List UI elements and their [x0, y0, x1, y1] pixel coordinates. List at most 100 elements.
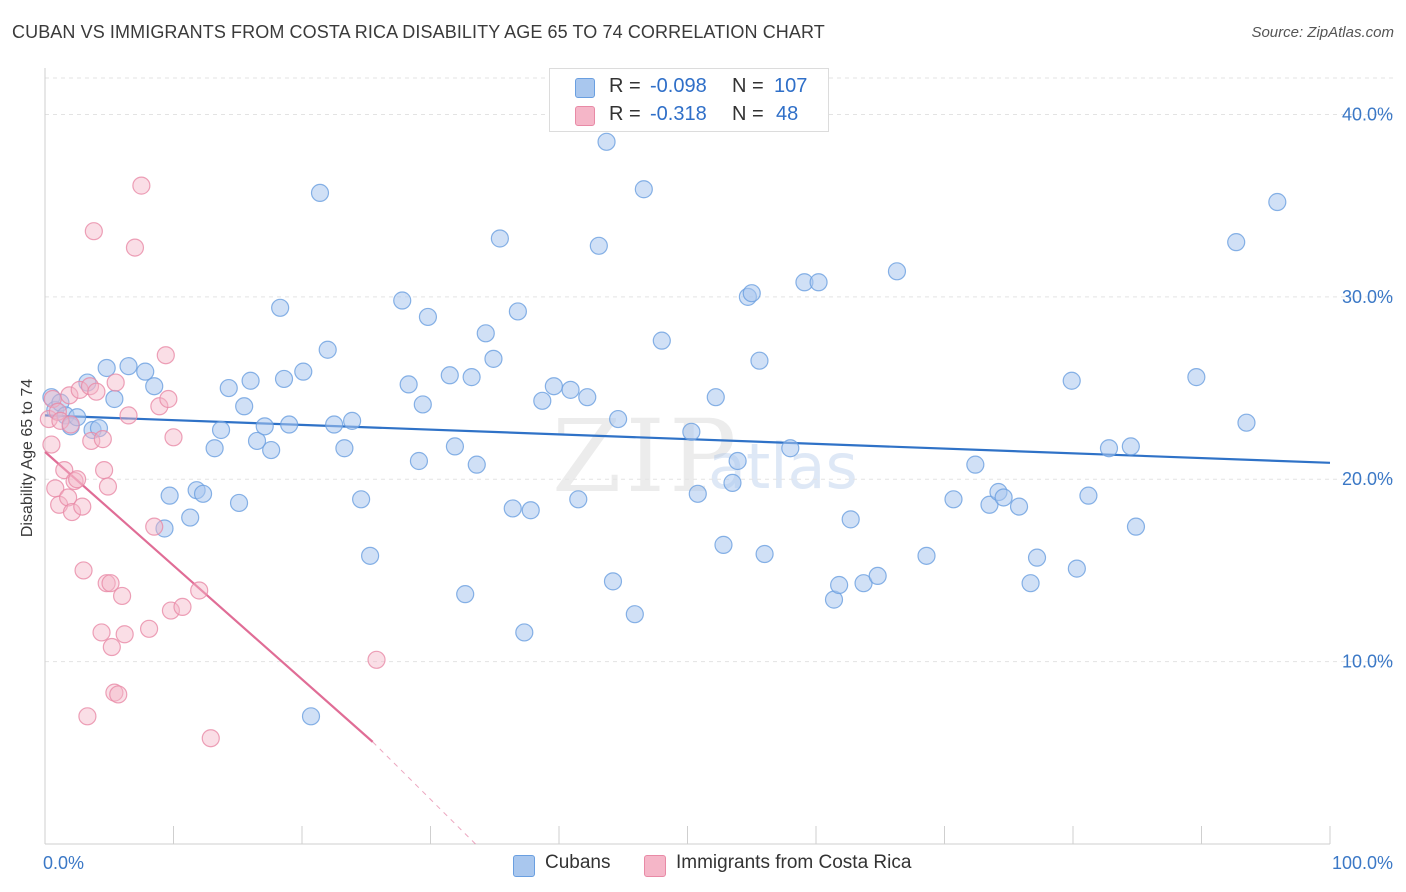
cuban-point [335, 439, 354, 458]
cuban-point [271, 298, 290, 317]
grid-layer [45, 77, 1393, 663]
cuban-point [515, 623, 534, 642]
cuban-point [409, 451, 429, 471]
chart-title: CUBAN VS IMMIGRANTS FROM COSTA RICA DISA… [12, 22, 825, 42]
costa-rica-point [62, 502, 82, 522]
cuban-point [688, 484, 707, 503]
x-tick-label-right: 100.0% [1332, 853, 1393, 873]
source-label: Source: ZipAtlas.com [1251, 24, 1394, 41]
cuban-point [274, 369, 294, 389]
costa-rica-point [78, 707, 97, 726]
cuban-point [241, 371, 260, 390]
tick-label-layer: 10.0% 20.0% 30.0% 40.0% 0.0% 100.0% [43, 104, 1393, 873]
cuban-point [944, 490, 963, 509]
cuban-point [652, 331, 671, 350]
cuban-point [589, 236, 608, 255]
cuban-point [310, 183, 330, 202]
cuban-point [723, 473, 742, 492]
cuban-point [136, 362, 155, 381]
cuban-point [714, 535, 733, 554]
costa-rica-point [367, 650, 386, 669]
legend-r-value: -0.098 [650, 75, 707, 97]
cuban-point [966, 455, 985, 474]
cuban-point [868, 566, 887, 586]
cuban-point [625, 605, 644, 624]
legend-r-value: -0.318 [650, 103, 707, 125]
cuban-point [809, 273, 828, 292]
costa-rica-point [73, 497, 92, 516]
costa-rica-point [190, 581, 209, 600]
legend-swatch-costa-rica [575, 106, 595, 126]
stats-legend: R = -0.098 N = 107 R = -0.318 N = 48 [549, 68, 829, 132]
cuban-point [193, 484, 213, 503]
cuban-point [830, 575, 849, 595]
cuban-point [841, 510, 860, 529]
legend-n-label: N = [732, 75, 764, 97]
costa-rica-point [112, 586, 132, 606]
cuban-point [105, 389, 124, 409]
costa-rica-point [101, 574, 120, 593]
cuban-point [750, 351, 769, 370]
cuban-point [682, 422, 701, 441]
cuban-point [235, 397, 254, 416]
cuban-point [503, 499, 522, 518]
bottom-legend-costa-rica: Immigrants from Costa Rica [644, 850, 944, 878]
cuban-point [597, 132, 616, 151]
costa-rica-point [92, 623, 111, 642]
cuban-point [521, 501, 540, 520]
cuban-point [561, 380, 580, 399]
costa-rica-trend-line-extension [372, 741, 476, 845]
costa-rica-point [125, 238, 145, 257]
cuban-point [119, 357, 138, 376]
legend-row-cubans: R = -0.098 N = 107 [550, 73, 828, 101]
cuban-point [393, 291, 412, 310]
cuban-point [462, 368, 481, 387]
cuban-point [181, 508, 200, 527]
cuban-point [467, 455, 486, 474]
legend-n-label: N = [732, 103, 764, 125]
costa-rica-point [173, 597, 192, 617]
cuban-point [484, 349, 503, 368]
cuban-point [255, 417, 274, 436]
cuban-point [219, 378, 238, 398]
y-tick-label: 40.0% [1342, 104, 1393, 124]
costa-rica-point [145, 517, 164, 536]
cuban-point [229, 493, 249, 513]
costa-rica-point [95, 461, 114, 480]
cuban-point [280, 415, 299, 434]
costa-rica-point [82, 431, 101, 451]
cuban-point [490, 229, 509, 248]
points-layer [39, 132, 1287, 748]
costa-rica-point [65, 471, 84, 491]
costa-rica-point [93, 430, 112, 449]
costa-rica-point [201, 729, 220, 748]
cuban-point [1062, 371, 1081, 390]
cuban-point [160, 486, 179, 505]
cuban-point [1021, 574, 1040, 593]
cuban-point [361, 546, 380, 565]
cuban-point [1009, 497, 1029, 516]
legend-n-value: 48 [776, 103, 799, 125]
costa-rica-point [60, 386, 79, 405]
cuban-point [476, 324, 495, 343]
cuban-point [1268, 192, 1287, 212]
cuban-point [413, 395, 432, 414]
legend-n-value: 107 [774, 75, 808, 97]
cuban-point [887, 262, 907, 281]
cuban-point [706, 388, 725, 407]
costa-rica-point [139, 619, 159, 638]
cuban-point [508, 302, 527, 321]
cuban-point [262, 440, 281, 460]
cuban-point [318, 340, 337, 359]
cuban-point [755, 544, 774, 564]
cuban-point [97, 358, 116, 378]
cuban-point [352, 490, 371, 509]
costa-rica-point [164, 428, 183, 447]
cuban-point [211, 420, 231, 440]
bottom-legend-swatch-costa-rica [644, 855, 666, 877]
cuban-point [343, 411, 362, 430]
y-tick-label: 20.0% [1342, 469, 1393, 489]
cuban-point [1227, 233, 1246, 252]
cuban-point [742, 284, 761, 303]
costa-rica-trend-line [44, 451, 374, 743]
